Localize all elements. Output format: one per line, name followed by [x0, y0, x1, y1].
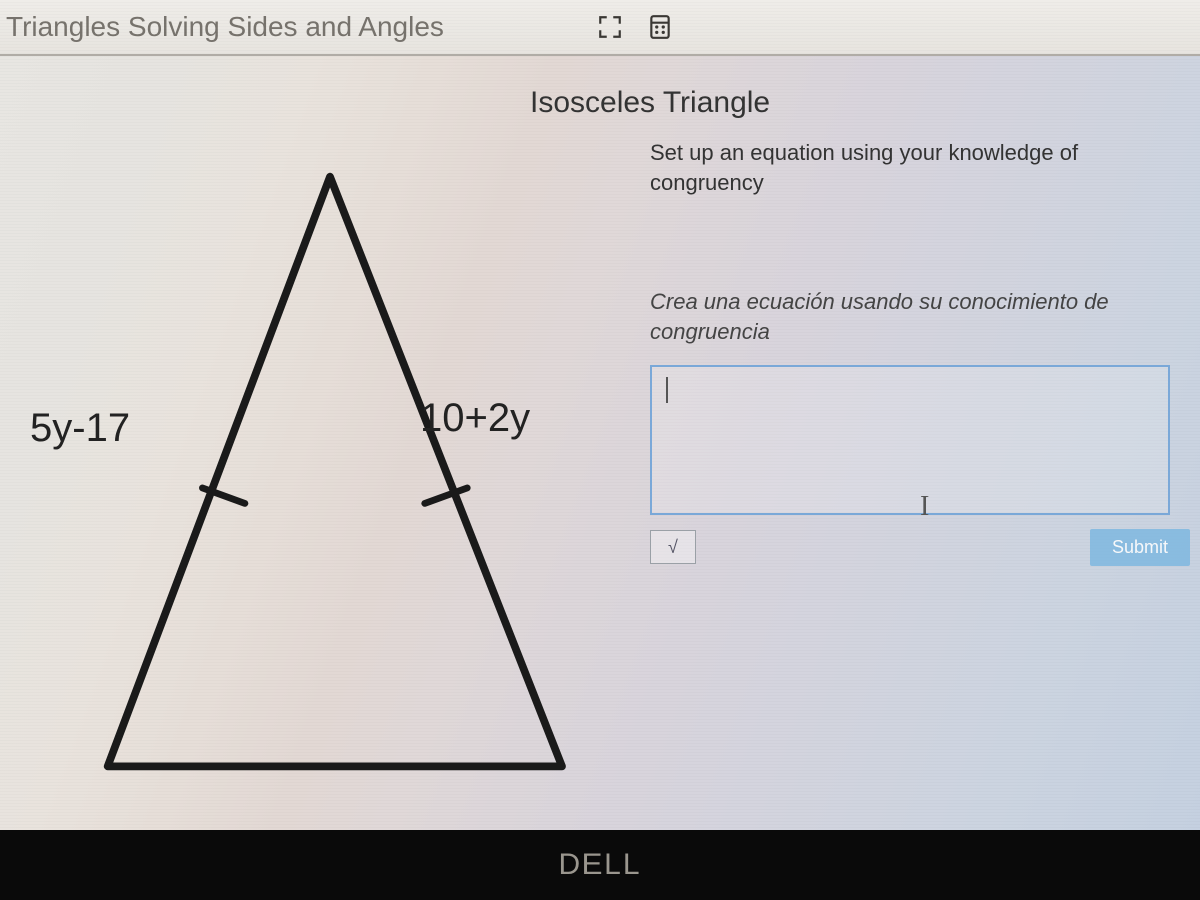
page-title: Triangles Solving Sides and Angles	[6, 11, 444, 43]
instruction-spanish: Crea una ecuación usando su conocimiento…	[650, 287, 1170, 346]
instruction-english: Set up an equation using your knowledge …	[650, 138, 1150, 197]
toolbar-icons	[596, 13, 674, 41]
problem-title: Isosceles Triangle	[530, 86, 1182, 120]
instruction-block: Set up an equation using your knowledge …	[530, 138, 1182, 347]
answer-input[interactable]	[650, 365, 1170, 515]
content-area: 5y-17 10+2y Isosceles Triangle Set up an…	[0, 56, 1200, 830]
right-side-label: 10+2y	[420, 396, 530, 441]
question-panel: Isosceles Triangle Set up an equation us…	[530, 86, 1182, 566]
triangle-outline	[108, 177, 562, 767]
top-bar: Triangles Solving Sides and Angles	[0, 0, 1200, 56]
math-keyboard-button[interactable]: √	[650, 530, 696, 564]
left-side-label: 5y-17	[30, 406, 130, 451]
dell-logo: DELL	[558, 848, 641, 882]
fullscreen-icon[interactable]	[596, 13, 624, 41]
calculator-icon[interactable]	[646, 13, 674, 41]
submit-label: Submit	[1112, 537, 1168, 557]
math-tool-label: √	[668, 537, 678, 558]
submit-button[interactable]: Submit	[1090, 529, 1190, 566]
text-caret	[666, 377, 668, 403]
monitor-bezel: DELL	[0, 830, 1200, 900]
answer-toolbar: √ Submit	[650, 529, 1190, 566]
